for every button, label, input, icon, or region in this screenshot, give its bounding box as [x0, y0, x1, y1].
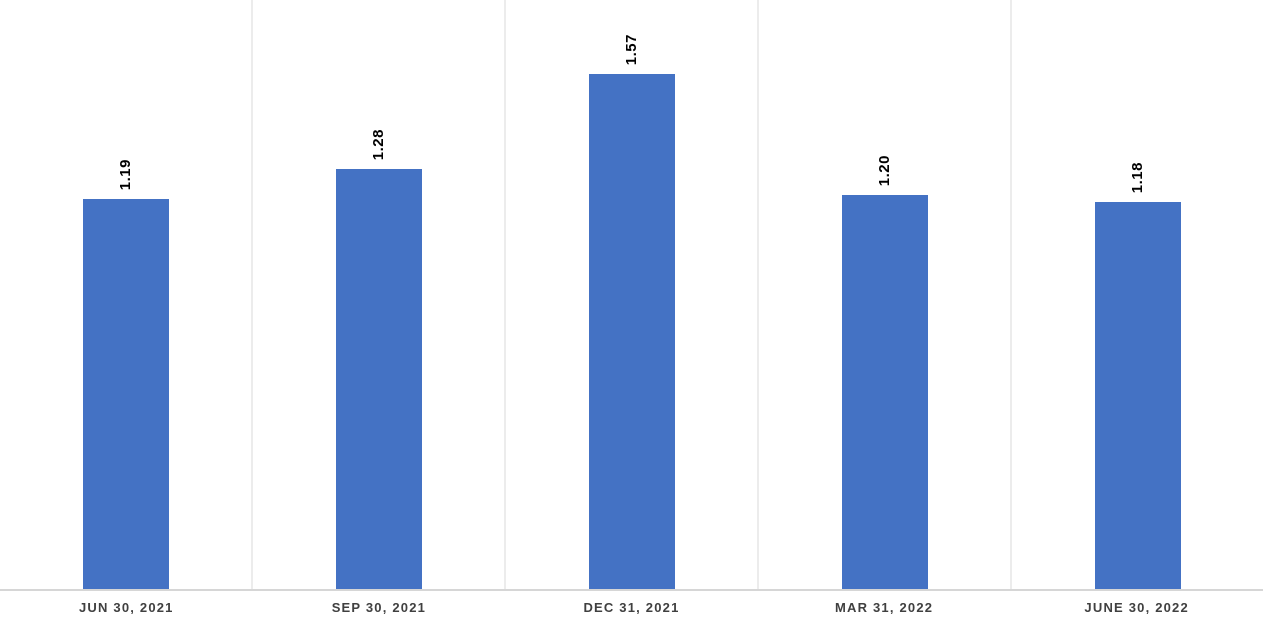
category-panel: 1.57: [506, 0, 759, 589]
bar-value-label: 1.28: [370, 128, 387, 160]
x-axis-label: DEC 31, 2021: [583, 600, 680, 615]
plot-area: 1.19 1.28 1.57 1.20 1.18: [0, 0, 1263, 591]
x-axis-label: JUNE 30, 2022: [1084, 600, 1189, 615]
bar-value-label: 1.19: [117, 158, 134, 190]
bar-value-label: 1.57: [623, 33, 640, 65]
bar-group: 1.18: [1094, 161, 1181, 589]
bar-group: 1.57: [588, 33, 675, 589]
category-panel: 1.20: [759, 0, 1012, 589]
bar: [841, 195, 928, 589]
bar-group: 1.20: [841, 154, 928, 589]
bar-value-label: 1.20: [876, 154, 893, 186]
x-axis-label: SEP 30, 2021: [331, 600, 427, 615]
bar: [335, 169, 422, 589]
bar-group: 1.28: [335, 128, 422, 589]
bar: [588, 74, 675, 589]
bar-value-label: 1.18: [1129, 161, 1146, 193]
x-axis: JUN 30, 2021 SEP 30, 2021 DEC 31, 2021 MAR …: [0, 591, 1263, 636]
bar: [82, 199, 169, 589]
bar-group: 1.19: [82, 158, 169, 589]
x-axis-label: JUN 30, 2021: [78, 600, 174, 615]
category-panel: 1.18: [1012, 0, 1263, 589]
x-axis-label: MAR 31, 2022: [834, 600, 934, 615]
bar: [1094, 202, 1181, 589]
category-panel: 1.28: [253, 0, 506, 589]
category-panel: 1.19: [0, 0, 253, 589]
